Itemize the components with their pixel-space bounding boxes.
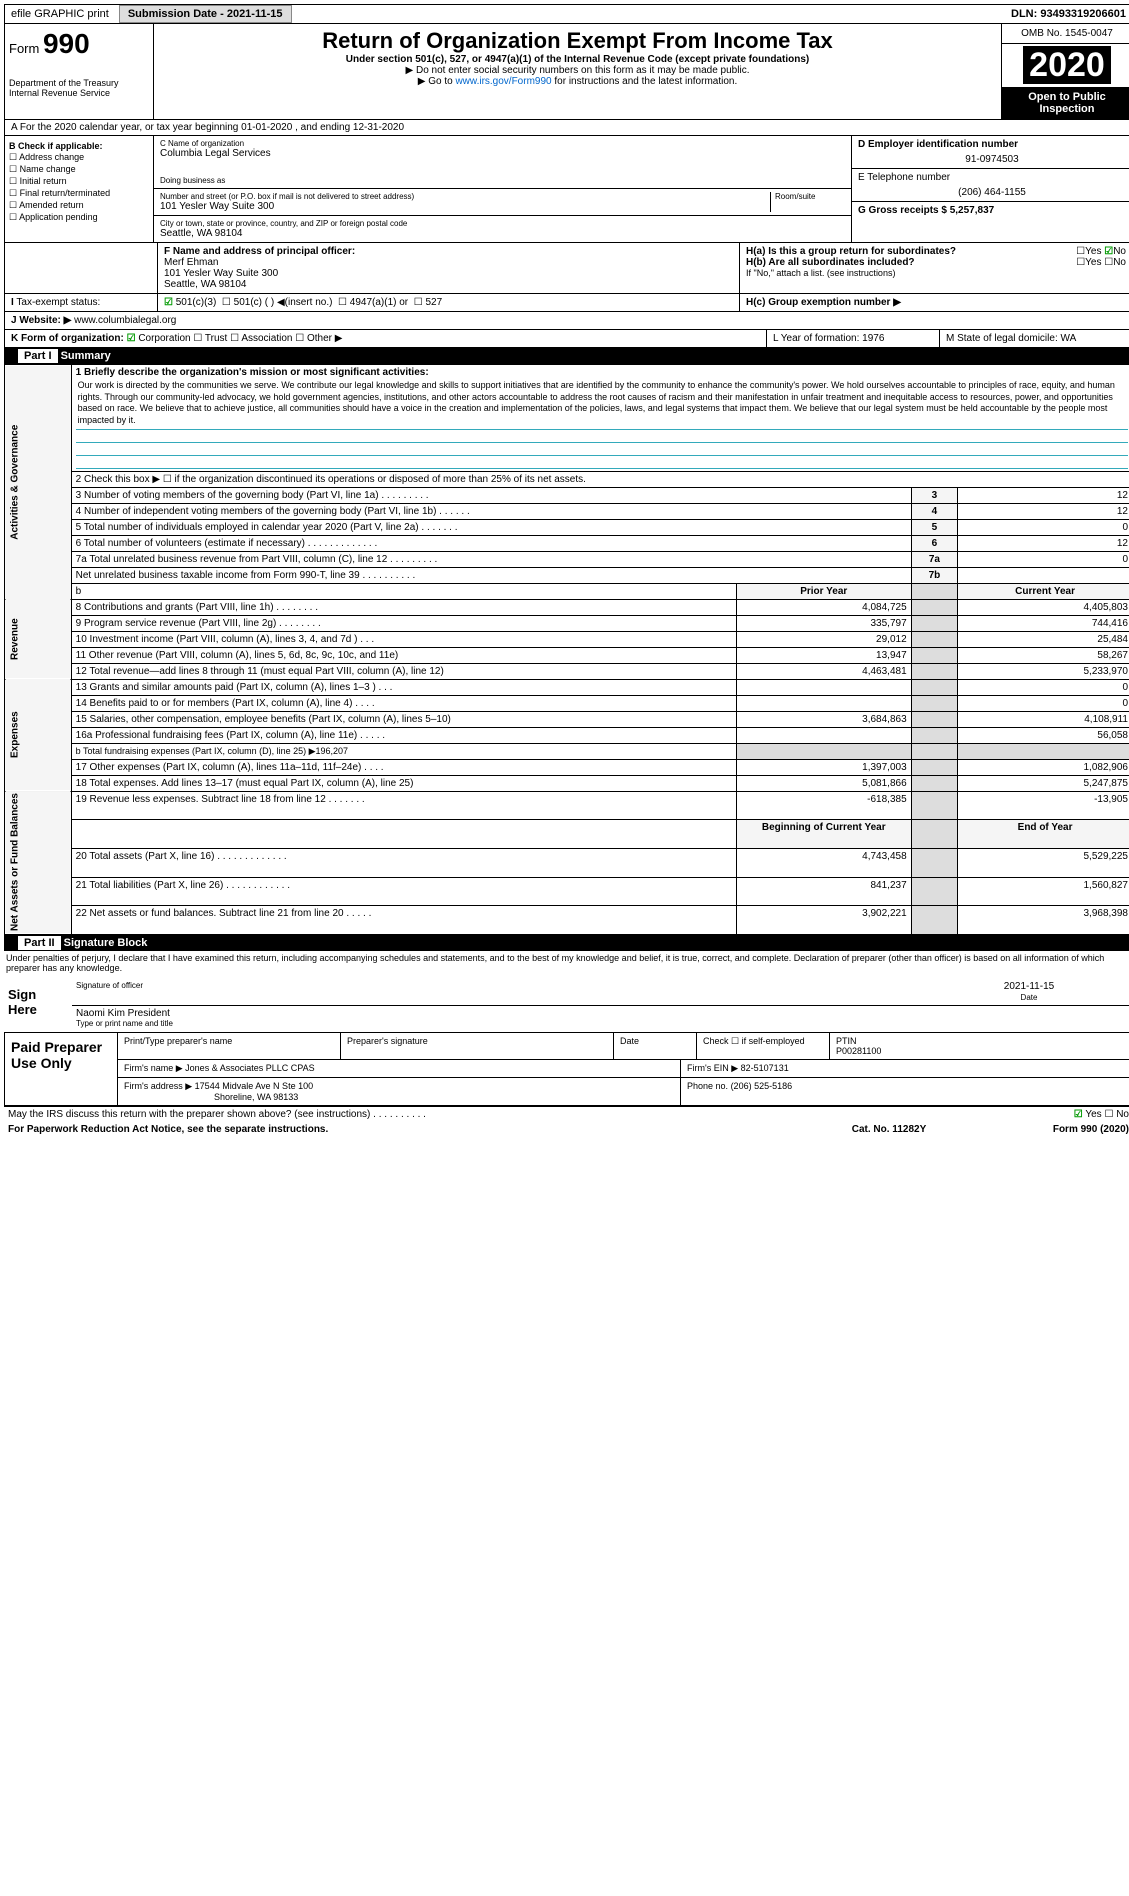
form-title: Return of Organization Exempt From Incom…: [158, 28, 997, 54]
paid-preparer-block: Paid Preparer Use Only Print/Type prepar…: [4, 1032, 1129, 1106]
row-fh: F Name and address of principal officer:…: [4, 243, 1129, 294]
omb-label: OMB No. 1545-0047: [1002, 24, 1129, 44]
org-name: Columbia Legal Services: [160, 148, 845, 159]
header-bar: efile GRAPHIC print Submission Date - 20…: [4, 4, 1129, 24]
period-row: A For the 2020 calendar year, or tax yea…: [4, 120, 1129, 136]
ein-value: 91-0974503: [858, 154, 1126, 165]
mission-text: Our work is directed by the communities …: [76, 378, 1128, 430]
discuss-row: May the IRS discuss this return with the…: [4, 1106, 1129, 1122]
org-city: Seattle, WA 98104: [160, 228, 845, 239]
signer-name: Naomi Kim President: [76, 1008, 1129, 1019]
efile-label: efile GRAPHIC print: [5, 6, 115, 22]
footer-row: For Paperwork Reduction Act Notice, see …: [4, 1122, 1129, 1137]
section-abcd: B Check if applicable: ☐ Address change …: [4, 136, 1129, 243]
col-b: B Check if applicable: ☐ Address change …: [5, 136, 154, 242]
irs-label: Internal Revenue Service: [9, 88, 149, 98]
sign-here-block: Sign Here Signature of officer2021-11-15…: [4, 979, 1129, 1030]
firm-ein: 82-5107131: [741, 1063, 789, 1073]
korg-row: K Form of organization: ☑ Corporation ☐ …: [4, 330, 1129, 348]
col-c: C Name of organizationColumbia Legal Ser…: [154, 136, 852, 242]
tax-status-row: I Tax-exempt status: ☑ 501(c)(3) ☐ 501(c…: [4, 294, 1129, 312]
side-revenue: Revenue: [5, 599, 72, 679]
submission-date-button[interactable]: Submission Date - 2021-11-15: [119, 5, 292, 23]
phone-value: (206) 464-1155: [858, 187, 1126, 198]
firm-phone: (206) 525-5186: [731, 1081, 793, 1091]
part1-table: Activities & Governance 1 Briefly descri…: [4, 364, 1129, 935]
org-address: 101 Yesler Way Suite 300: [160, 201, 770, 212]
irs-link[interactable]: www.irs.gov/Form990: [455, 76, 551, 87]
form-subtitle-1: Under section 501(c), 527, or 4947(a)(1)…: [158, 54, 997, 65]
year-formation: L Year of formation: 1976: [767, 330, 940, 347]
firm-name: Jones & Associates PLLC CPAS: [185, 1063, 314, 1073]
form-header: Form 990 Department of the Treasury Inte…: [4, 24, 1129, 120]
state-domicile: M State of legal domicile: WA: [940, 330, 1129, 347]
col-d: D Employer identification number91-09745…: [852, 136, 1129, 242]
side-netassets: Net Assets or Fund Balances: [5, 791, 72, 934]
ptin-value: P00281100: [836, 1046, 881, 1056]
gross-receipts: G Gross receipts $ 5,257,837: [858, 205, 994, 216]
part1-header: Part I Summary: [4, 348, 1129, 364]
form-subtitle-3: ▶ Go to www.irs.gov/Form990 for instruct…: [158, 76, 997, 87]
side-expenses: Expenses: [5, 679, 72, 791]
public-inspection: Open to Public Inspection: [1002, 87, 1129, 119]
part2-header: Part II Signature Block: [4, 935, 1129, 951]
side-governance: Activities & Governance: [5, 365, 72, 600]
website-value: www.columbialegal.org: [74, 315, 176, 326]
dept-label: Department of the Treasury: [9, 78, 149, 88]
tax-year: 2020: [1023, 46, 1111, 84]
officer-name: Merf Ehman: [164, 257, 218, 268]
firm-addr: 17544 Midvale Ave N Ste 100: [195, 1081, 313, 1091]
dln-label: DLN: 93493319206601: [1005, 6, 1129, 22]
website-row: J Website: ▶ www.columbialegal.org: [4, 312, 1129, 330]
form-subtitle-2: ▶ Do not enter social security numbers o…: [158, 65, 997, 76]
form-number: Form 990: [9, 28, 149, 60]
declaration: Under penalties of perjury, I declare th…: [4, 951, 1129, 975]
